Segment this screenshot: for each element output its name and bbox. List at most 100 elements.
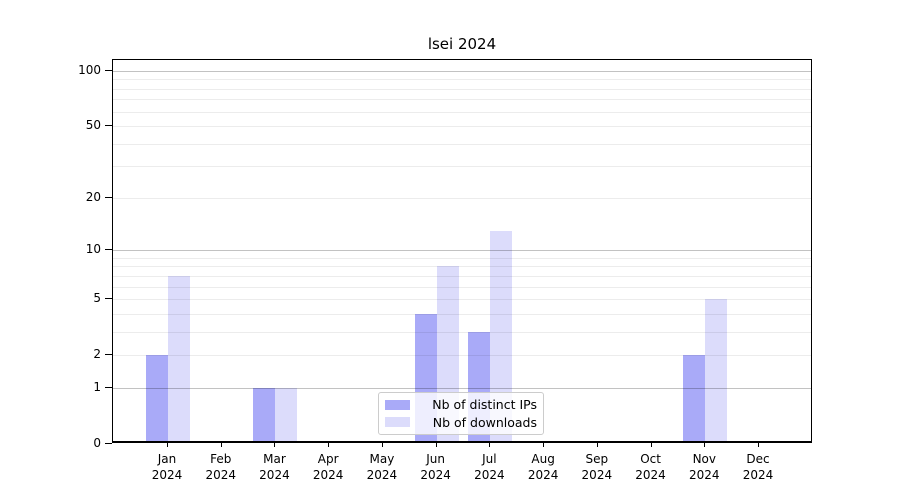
y-tick-mark xyxy=(105,354,112,356)
x-tick-mark xyxy=(758,443,760,447)
x-tick-label: May 2024 xyxy=(352,452,412,483)
minor-gridline xyxy=(113,266,811,268)
x-tick-label: Nov 2024 xyxy=(674,452,734,483)
legend-item-downloads: Nb of downloads xyxy=(385,415,537,430)
x-tick-year: 2024 xyxy=(474,467,505,482)
bar-nb-of-downloads-nov-2024 xyxy=(705,299,728,441)
y-tick-mark xyxy=(105,298,112,300)
x-tick-mark xyxy=(381,443,383,447)
x-tick-label: Jun 2024 xyxy=(406,452,466,483)
major-gridline xyxy=(113,250,811,252)
x-tick-label: Jan 2024 xyxy=(137,452,197,483)
x-tick-month: Apr xyxy=(317,452,339,466)
x-tick-year: 2024 xyxy=(689,467,720,482)
plot-area xyxy=(112,59,812,443)
x-tick-mark xyxy=(435,443,437,447)
x-tick-month: Aug xyxy=(531,452,555,466)
x-tick-month: Jul xyxy=(482,452,497,466)
y-tick-label: 10 xyxy=(85,242,101,257)
x-tick-year: 2024 xyxy=(205,467,236,482)
minor-gridline xyxy=(113,166,811,168)
major-gridline xyxy=(113,387,811,389)
minor-gridline xyxy=(113,79,811,81)
x-tick-year: 2024 xyxy=(581,467,613,482)
minor-gridline xyxy=(113,111,811,113)
minor-gridline xyxy=(113,197,811,199)
x-tick-mark xyxy=(650,443,652,447)
minor-gridline xyxy=(113,313,811,315)
minor-gridline xyxy=(113,143,811,145)
y-tick-label: 5 xyxy=(93,291,101,306)
legend-item-distinct-ips: Nb of distinct IPs xyxy=(385,397,537,412)
minor-gridline xyxy=(113,126,811,128)
downloads-swatch-icon xyxy=(385,417,410,428)
minor-gridline xyxy=(113,99,811,101)
x-tick-mark xyxy=(220,443,222,447)
x-tick-month: Sep xyxy=(585,452,609,466)
x-tick-month: Jun xyxy=(426,452,446,466)
x-tick-label: Dec 2024 xyxy=(728,452,788,483)
x-tick-year: 2024 xyxy=(420,467,451,482)
x-tick-label: Oct 2024 xyxy=(621,452,681,483)
minor-gridline xyxy=(113,275,811,277)
y-tick-mark xyxy=(105,386,112,388)
minor-gridline xyxy=(113,331,811,333)
y-tick-mark xyxy=(105,249,112,251)
x-tick-year: 2024 xyxy=(366,467,398,482)
chart-title: lsei 2024 xyxy=(427,35,497,53)
minor-gridline xyxy=(113,257,811,259)
x-tick-label: Apr 2024 xyxy=(298,452,358,483)
bar-nb-of-downloads-jan-2024 xyxy=(168,275,190,441)
y-tick-mark xyxy=(105,70,112,71)
legend-label: Nb of distinct IPs xyxy=(432,397,537,413)
distinct-ips-swatch-icon xyxy=(385,399,410,410)
minor-gridline xyxy=(113,286,811,288)
y-tick-label: 20 xyxy=(85,189,101,204)
x-tick-year: 2024 xyxy=(312,467,344,482)
x-tick-mark xyxy=(596,443,598,447)
x-tick-month: Nov xyxy=(692,452,716,466)
x-tick-mark xyxy=(704,443,706,447)
bar-nb-of-distinct-ips-mar-2024 xyxy=(253,387,276,441)
x-tick-label: Mar 2024 xyxy=(244,452,304,483)
y-tick-label: 1 xyxy=(93,379,101,394)
x-tick-mark xyxy=(274,443,276,447)
x-tick-mark xyxy=(543,443,545,447)
bar-nb-of-distinct-ips-nov-2024 xyxy=(683,355,706,441)
y-tick-mark xyxy=(105,443,112,444)
y-tick-label: 2 xyxy=(93,347,101,362)
x-tick-year: 2024 xyxy=(742,467,774,482)
x-tick-label: Jul 2024 xyxy=(459,452,519,483)
x-tick-month: May xyxy=(369,452,395,466)
x-tick-month: Jan xyxy=(157,452,177,466)
y-tick-mark xyxy=(105,125,112,127)
x-tick-label: Aug 2024 xyxy=(513,452,573,483)
y-tick-mark xyxy=(105,196,112,198)
bar-nb-of-downloads-jul-2024 xyxy=(490,230,513,441)
x-tick-year: 2024 xyxy=(151,467,183,482)
bar-nb-of-downloads-mar-2024 xyxy=(275,387,298,441)
x-tick-year: 2024 xyxy=(259,467,290,482)
y-tick-label: 0 xyxy=(93,436,101,450)
x-tick-month: Feb xyxy=(210,452,232,466)
x-tick-label: Sep 2024 xyxy=(567,452,627,483)
bar-nb-of-distinct-ips-jan-2024 xyxy=(146,355,168,441)
legend-label: Nb of downloads xyxy=(432,414,537,430)
y-tick-label: 50 xyxy=(85,118,101,133)
x-tick-label: Feb 2024 xyxy=(191,452,251,483)
minor-gridline xyxy=(113,355,811,357)
x-tick-mark xyxy=(328,443,330,447)
minor-gridline xyxy=(113,88,811,90)
legend: Nb of distinct IPs Nb of downloads xyxy=(378,392,544,435)
x-tick-year: 2024 xyxy=(635,467,666,482)
major-gridline xyxy=(113,71,811,72)
x-tick-month: Oct xyxy=(640,452,661,466)
x-tick-mark xyxy=(167,443,168,447)
y-tick-label: 100 xyxy=(78,63,101,77)
x-tick-month: Mar xyxy=(263,452,286,466)
minor-gridline xyxy=(113,299,811,301)
x-tick-mark xyxy=(489,443,491,447)
x-tick-month: Dec xyxy=(746,452,770,466)
x-tick-year: 2024 xyxy=(527,467,559,482)
